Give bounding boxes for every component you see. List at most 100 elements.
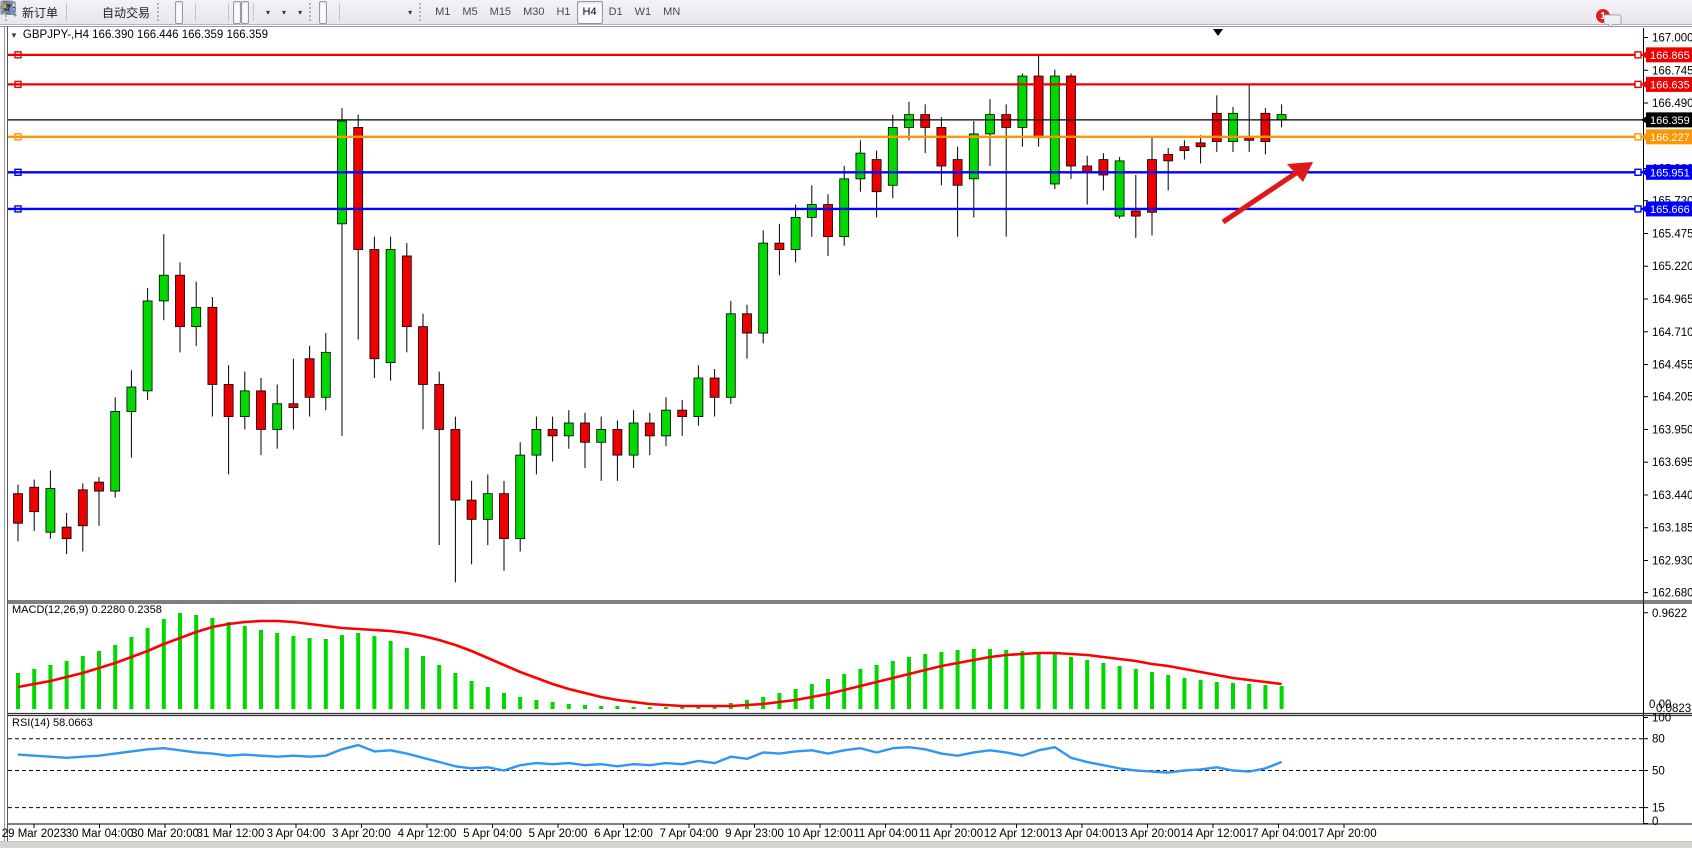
toolbar-grip (309, 3, 316, 21)
line-handle[interactable] (1634, 80, 1642, 89)
macd-bar (890, 661, 895, 709)
svg-text:164.455: 164.455 (1652, 360, 1692, 372)
candle (628, 410, 639, 468)
candle (158, 234, 169, 321)
svg-text:165.475: 165.475 (1652, 228, 1692, 240)
macd-bar (1069, 657, 1073, 709)
macd-bar (550, 702, 555, 709)
candle (920, 104, 931, 154)
timeframe-D1[interactable]: D1 (608, 6, 623, 18)
macd-bar (1101, 663, 1106, 709)
macd-bar (1182, 678, 1187, 709)
macd-bar (161, 619, 166, 709)
time-label: 11 Apr 04:00 (853, 828, 917, 840)
timeframe-M1[interactable]: M1 (435, 6, 451, 18)
time-label: 3 Apr 20:00 (332, 828, 391, 840)
candle (1147, 136, 1157, 236)
time-label: 5 Apr 20:00 (529, 828, 588, 840)
macd-bar (1263, 685, 1268, 709)
candle (904, 101, 914, 141)
candle (871, 150, 882, 218)
svg-text:166.635: 166.635 (1650, 79, 1690, 91)
candle (110, 397, 121, 498)
macd-bar (323, 639, 328, 709)
chart-shift-marker[interactable] (1213, 29, 1223, 36)
candle (29, 479, 40, 531)
time-label: 9 Apr 23:00 (725, 828, 784, 840)
svg-text:164.710: 164.710 (1652, 327, 1692, 339)
candle (855, 140, 866, 192)
svg-text:166.745: 166.745 (1652, 65, 1692, 77)
candle (1228, 106, 1238, 152)
macd-bar (842, 674, 847, 709)
macd-bar (1020, 651, 1025, 709)
timeframe-W1[interactable]: W1 (634, 6, 652, 18)
candle (985, 99, 995, 166)
timeframe-MN[interactable]: MN (663, 6, 681, 18)
macd-bar (226, 622, 231, 709)
timeframe-M30[interactable]: M30 (523, 6, 545, 18)
macd-bar (291, 636, 296, 709)
candle (677, 399, 688, 436)
time-label: 5 Apr 04:00 (463, 828, 522, 840)
candle (531, 416, 542, 475)
autotrading-label: 自动交易 (102, 5, 151, 20)
candle (13, 484, 23, 542)
collapse-icon[interactable]: ▼ (10, 30, 18, 40)
svg-text:100: 100 (1652, 713, 1671, 725)
line-handle[interactable] (1634, 133, 1642, 141)
candle (580, 412, 590, 468)
svg-text:163.950: 163.950 (1652, 424, 1692, 436)
svg-text:166.359: 166.359 (1650, 115, 1690, 127)
text-button[interactable]: A (2, 1, 392, 24)
timeframe-M5[interactable]: M5 (462, 6, 478, 18)
candle (434, 371, 445, 546)
macd-bar (64, 661, 69, 709)
macd-bar (372, 636, 377, 709)
candle (725, 300, 736, 404)
macd-bar (680, 706, 685, 709)
toolbar-grip (419, 3, 426, 21)
line-handle[interactable] (1634, 51, 1642, 59)
candle (288, 358, 299, 430)
candle (499, 480, 509, 571)
candle (823, 194, 833, 256)
candle (466, 480, 477, 565)
line-handle[interactable] (1634, 168, 1642, 176)
svg-text:0.0823: 0.0823 (1656, 703, 1691, 715)
macd-indicator-label: MACD(12,26,9) 0.2280 0.2358 (12, 604, 162, 616)
price-badge: 165.951 (1641, 164, 1692, 180)
macd-bar (858, 669, 863, 709)
new-order-label: 新订单 (22, 5, 59, 20)
svg-text:164.205: 164.205 (1652, 392, 1692, 404)
macd-bar (32, 669, 37, 709)
time-label: 17 Apr 20:00 (1311, 828, 1376, 840)
timeframe-H4[interactable]: H4 (576, 0, 603, 24)
timeframe-M15[interactable]: M15 (489, 6, 512, 18)
macd-bar (1231, 683, 1235, 709)
candle (207, 297, 218, 417)
macd-bar (178, 613, 182, 709)
macd-bar (1247, 684, 1252, 709)
line-handle[interactable] (1634, 205, 1642, 213)
time-label: 12 Apr 12:00 (984, 828, 1049, 840)
svg-text:80: 80 (1652, 734, 1665, 746)
candle (223, 365, 234, 475)
chart-window-bg (0, 26, 1692, 848)
time-label: 11 Apr 20:00 (919, 828, 983, 840)
timeframe-H1[interactable]: H1 (556, 6, 571, 18)
time-label: 6 Apr 12:00 (594, 828, 653, 840)
candle (1195, 135, 1206, 164)
arrow-annotation[interactable] (1221, 162, 1313, 225)
macd-bar (145, 628, 150, 709)
time-label: 14 Apr 12:00 (1180, 828, 1245, 840)
macd-bar (907, 657, 911, 709)
candle (1163, 148, 1174, 191)
separator (253, 3, 255, 21)
svg-text:165.951: 165.951 (1650, 167, 1690, 179)
time-label: 13 Apr 04:00 (1049, 828, 1114, 840)
macd-bar (469, 681, 474, 709)
